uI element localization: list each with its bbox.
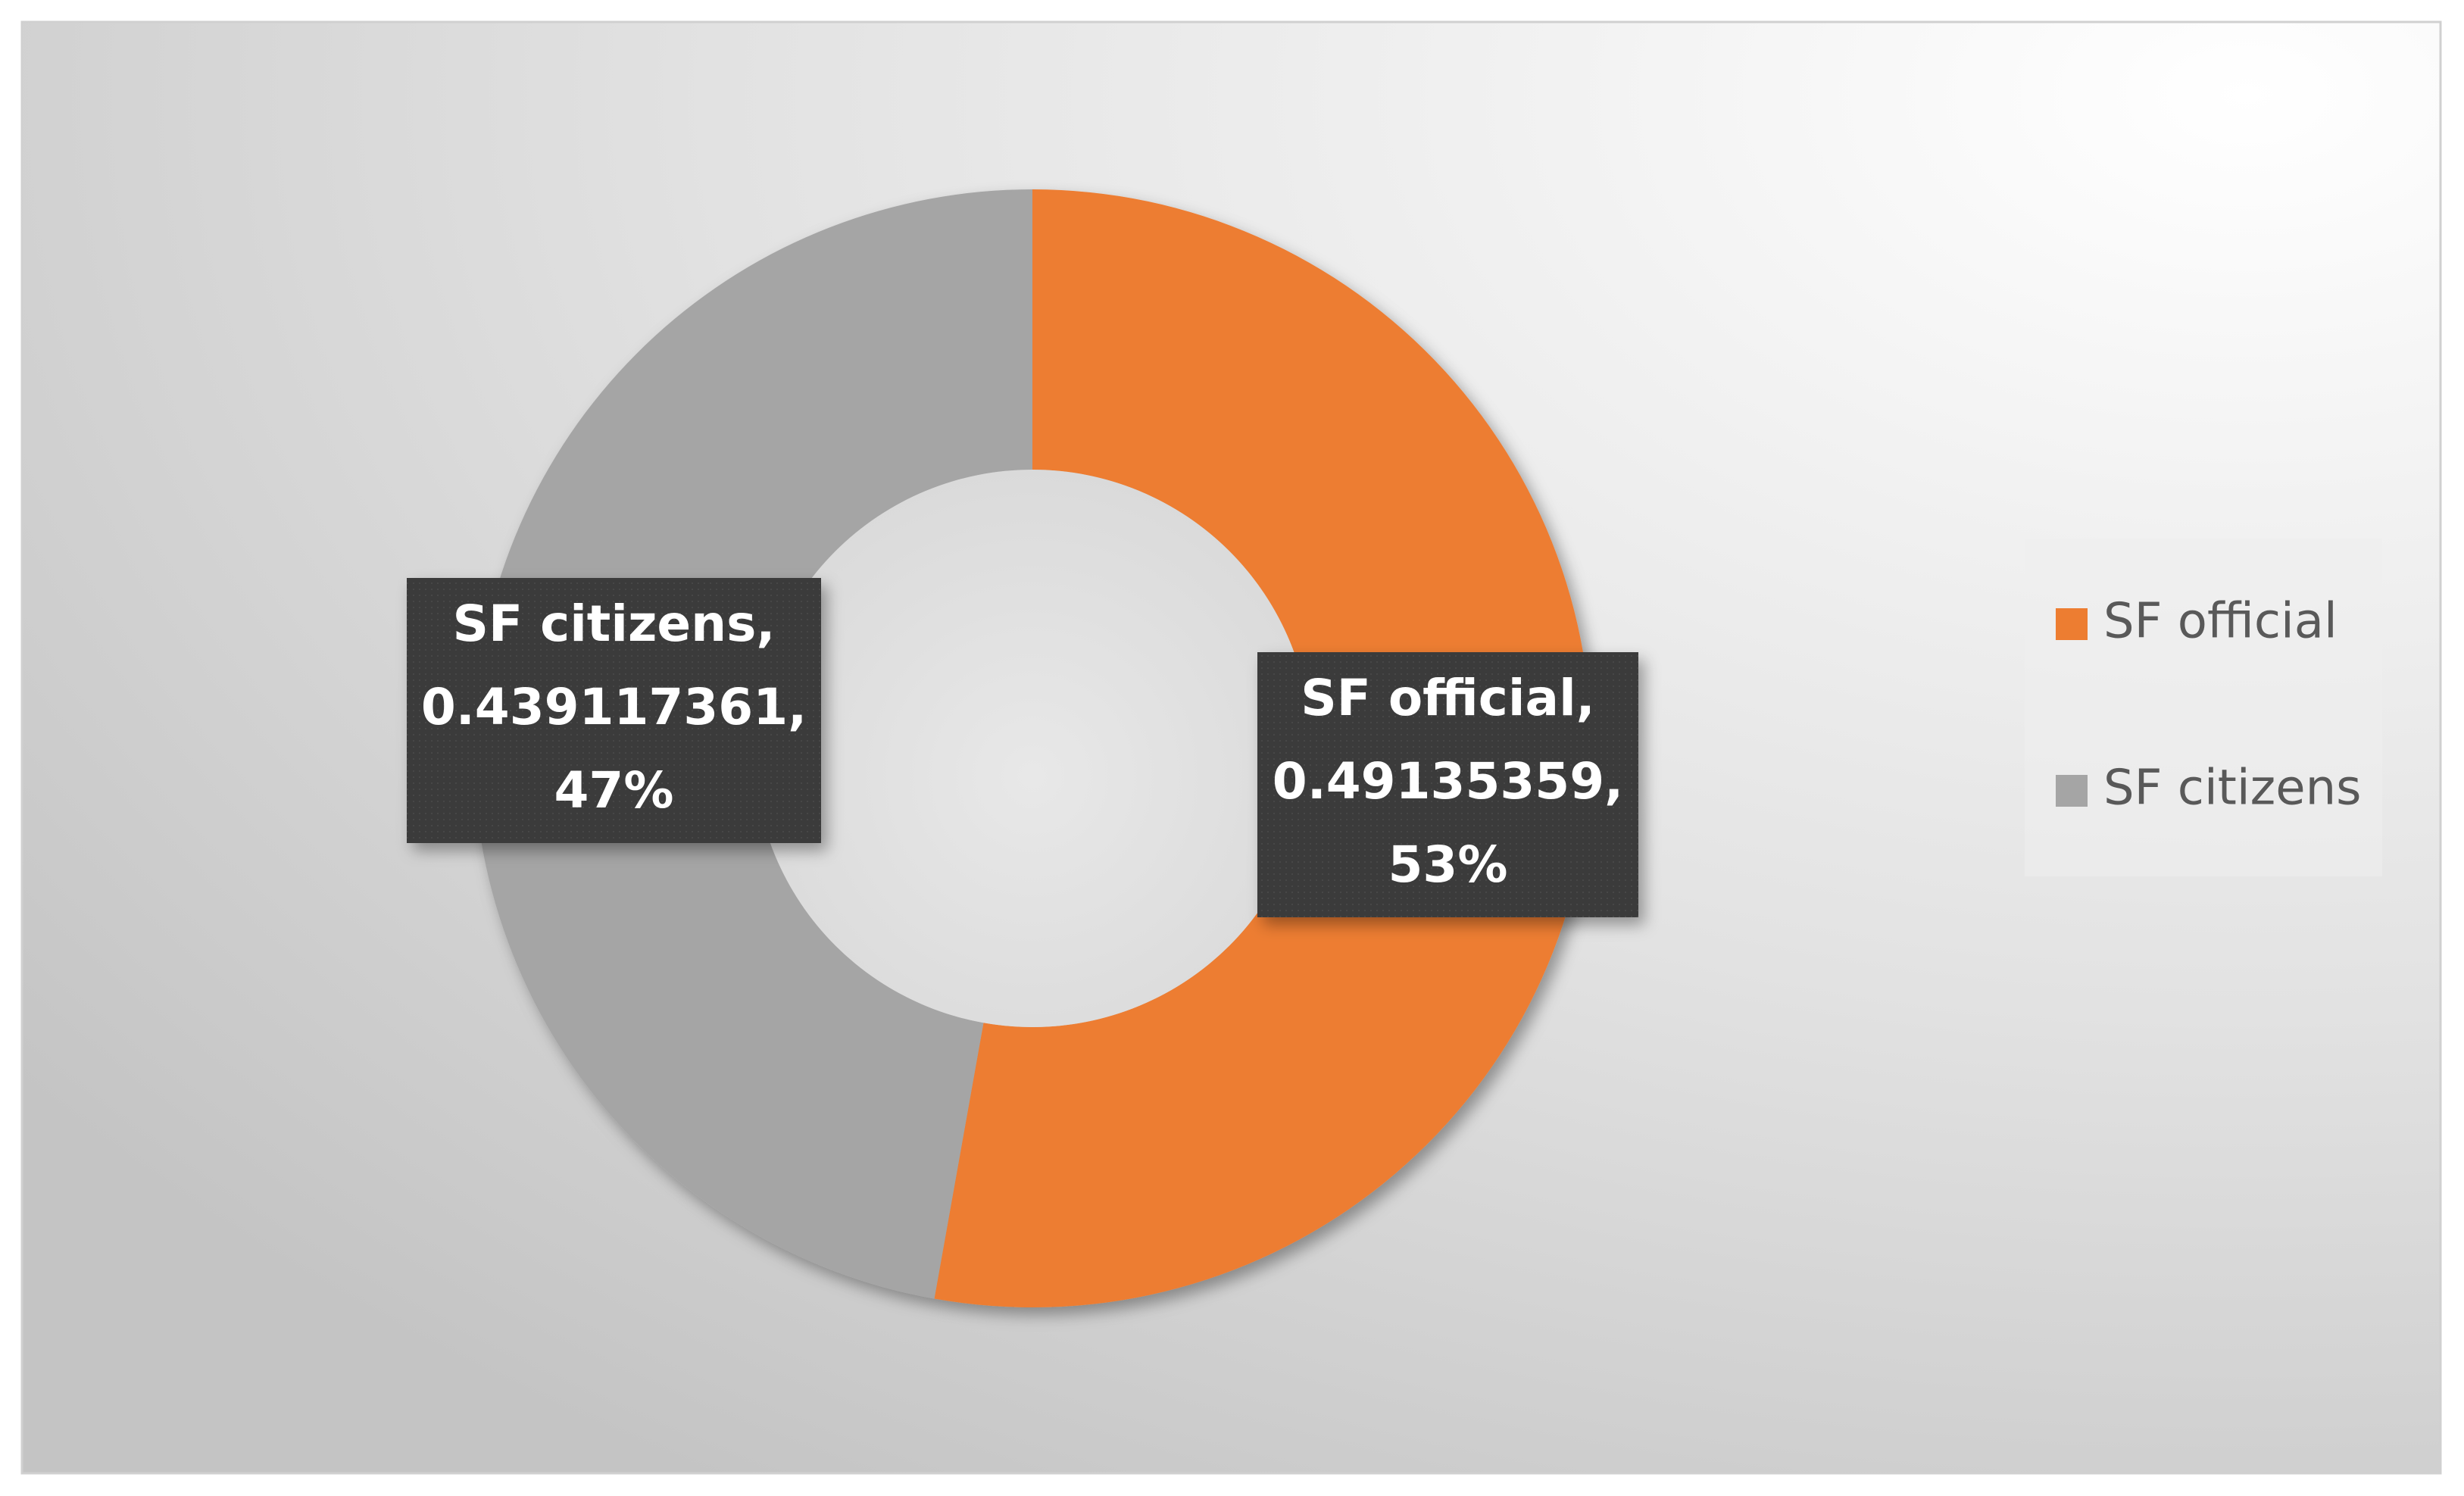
legend xyxy=(2025,539,2382,876)
legend-label: SF official xyxy=(2103,594,2338,650)
data-labels: SF official, 0.49135359, 53% SF citizens, 0.… xyxy=(407,578,1638,917)
data-label: SF official, xyxy=(1301,669,1595,727)
donut-hole xyxy=(754,470,1311,1027)
label-box xyxy=(1257,652,1638,917)
donut-slice xyxy=(934,189,1591,1307)
data-label: 0.49135359, xyxy=(1273,752,1623,810)
legend-swatch xyxy=(2056,608,2088,640)
label-box xyxy=(407,578,821,843)
data-label: 53% xyxy=(1388,835,1508,894)
legend-label: SF citizens xyxy=(2103,760,2362,817)
data-label: SF citizens, xyxy=(452,595,775,653)
legend-swatch xyxy=(2056,775,2088,807)
legend-entries: SF official SF citizens xyxy=(2056,594,2362,817)
data-label: 0.439117361, xyxy=(421,678,807,736)
data-label: 47% xyxy=(554,761,674,820)
